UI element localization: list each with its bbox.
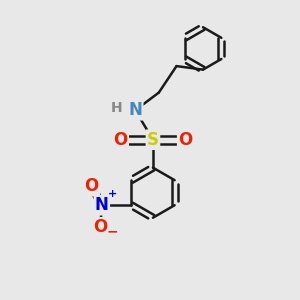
Text: H: H: [111, 101, 123, 115]
Text: N: N: [95, 196, 109, 214]
Text: O: O: [93, 218, 107, 236]
Text: N: N: [128, 101, 142, 119]
Text: −: −: [107, 224, 118, 239]
Text: O: O: [178, 131, 193, 149]
Text: O: O: [84, 177, 99, 195]
Text: +: +: [108, 189, 118, 199]
Text: S: S: [147, 131, 159, 149]
Text: O: O: [113, 131, 128, 149]
